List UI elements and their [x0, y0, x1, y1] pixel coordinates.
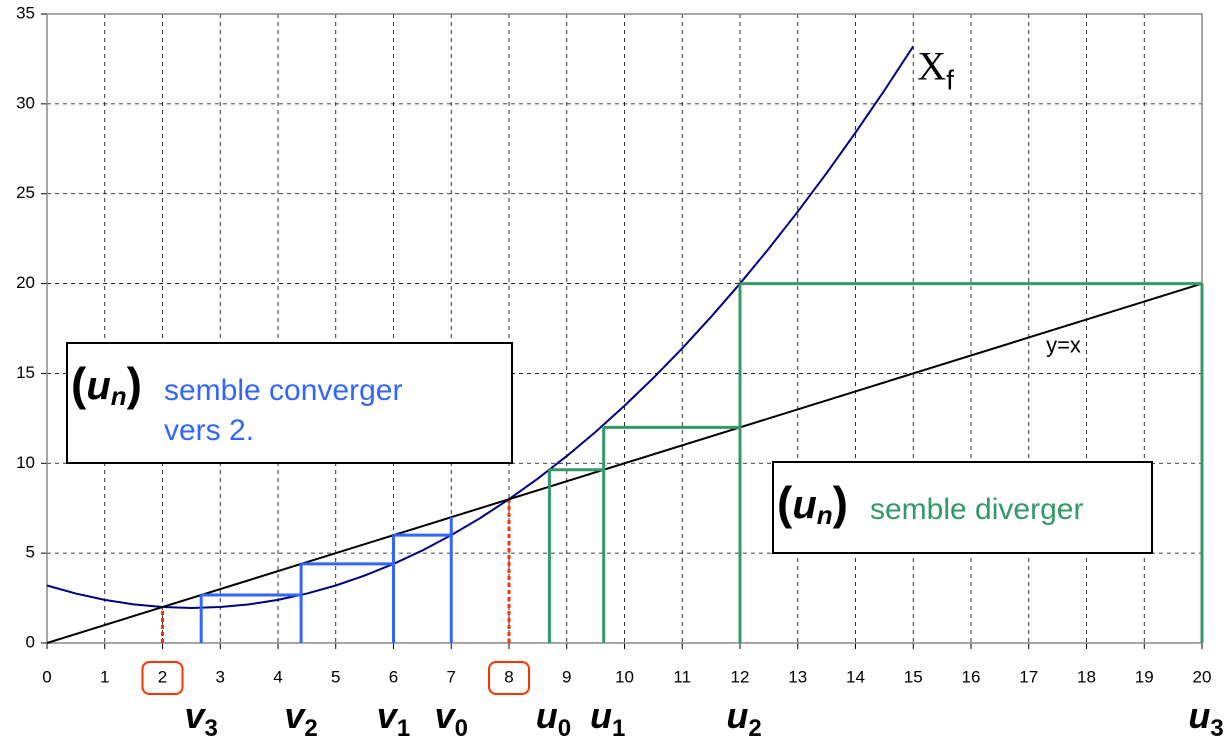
annotation-box — [772, 461, 1153, 554]
sequence-letter: u — [86, 364, 110, 408]
fixed-point-box — [488, 661, 530, 695]
annotation-text: semble diverger — [870, 493, 1083, 526]
x-tick-label: 15 — [904, 667, 923, 686]
y-tick-label: 10 — [16, 453, 35, 472]
x-tick-label: 14 — [846, 667, 865, 686]
sequence-index: 3 — [1210, 715, 1223, 742]
x-tick-label: 3 — [216, 667, 225, 686]
x-tick-label: 8 — [504, 667, 513, 686]
y-tick-label: 5 — [26, 543, 35, 562]
close-paren: ) — [127, 358, 142, 410]
x-tick-label: 11 — [673, 667, 691, 686]
sequence-label: v2 — [284, 695, 317, 743]
annotation-text: semble converger — [164, 374, 402, 407]
curve-label-sub: f — [946, 65, 954, 96]
x-tick-label: 7 — [447, 667, 456, 686]
x-tick-label: 6 — [389, 667, 398, 686]
y-tick-label: 15 — [16, 363, 35, 382]
x-tick-label: 19 — [1135, 667, 1154, 686]
sequence-index: 3 — [205, 715, 218, 742]
sequence-index: 0 — [558, 715, 571, 742]
line-label: y=x — [1046, 332, 1081, 357]
sequence-letter: u — [536, 695, 558, 736]
sequence-index: 1 — [612, 715, 625, 742]
open-paren: ( — [777, 477, 793, 529]
sequence-label: u2 — [726, 695, 761, 743]
curve-label: Xf — [917, 44, 954, 96]
sequence-letter: u — [590, 695, 612, 736]
x-tick-label: 20 — [1193, 667, 1212, 686]
sequence-label: u3 — [1188, 695, 1223, 743]
sequence-letter: v — [184, 695, 206, 736]
sequence-label: u1 — [590, 695, 625, 743]
x-tick-label: 9 — [562, 667, 571, 686]
sequence-index: n — [817, 500, 833, 530]
open-paren: ( — [71, 358, 87, 410]
sequence-label: v1 — [377, 695, 410, 743]
curve-label-name: X — [917, 44, 946, 89]
sequence-index: 0 — [455, 715, 468, 742]
x-tick-label: 0 — [42, 667, 51, 686]
x-tick-label: 10 — [615, 667, 634, 686]
fixed-point-box — [141, 661, 184, 695]
annotation-box — [66, 342, 513, 464]
y-tick-label: 0 — [26, 632, 35, 651]
identity-line — [46, 282, 1203, 644]
close-paren: ) — [833, 477, 848, 529]
sequence-label: v0 — [435, 695, 468, 743]
sequence-index: 2 — [748, 715, 761, 742]
x-tick-label: 12 — [731, 667, 750, 686]
annotation-text: vers 2. — [164, 414, 254, 447]
sequence-label: u0 — [536, 695, 571, 743]
x-tick-label: 13 — [788, 667, 807, 686]
y-tick-label: 25 — [16, 183, 35, 202]
x-tick-label: 5 — [331, 667, 340, 686]
annotation-sequence: (un) — [777, 477, 848, 530]
y-tick-label: 30 — [16, 93, 35, 112]
y-tick-label: 20 — [16, 273, 35, 292]
sequence-letter: u — [726, 695, 748, 736]
sequence-label: v3 — [184, 695, 217, 743]
x-tick-label: 2 — [158, 667, 167, 686]
sequence-index: n — [111, 381, 127, 411]
x-tick-label: 4 — [273, 667, 282, 686]
x-tick-label: 1 — [100, 667, 109, 686]
curve — [46, 45, 915, 609]
x-tick-label: 17 — [1019, 667, 1038, 686]
sequence-index: 2 — [304, 715, 317, 742]
sequence-letter: v — [435, 695, 457, 736]
annotation-sequence: (un) — [71, 358, 142, 411]
x-tick-label: 16 — [962, 667, 981, 686]
sequence-letter: v — [377, 695, 399, 736]
y-tick-label: 35 — [16, 3, 35, 22]
x-tick-label: 18 — [1077, 667, 1096, 686]
sequence-letter: v — [284, 695, 306, 736]
sequence-letter: u — [792, 483, 816, 527]
sequence-index: 1 — [397, 715, 410, 742]
sequence-letter: u — [1188, 695, 1210, 736]
